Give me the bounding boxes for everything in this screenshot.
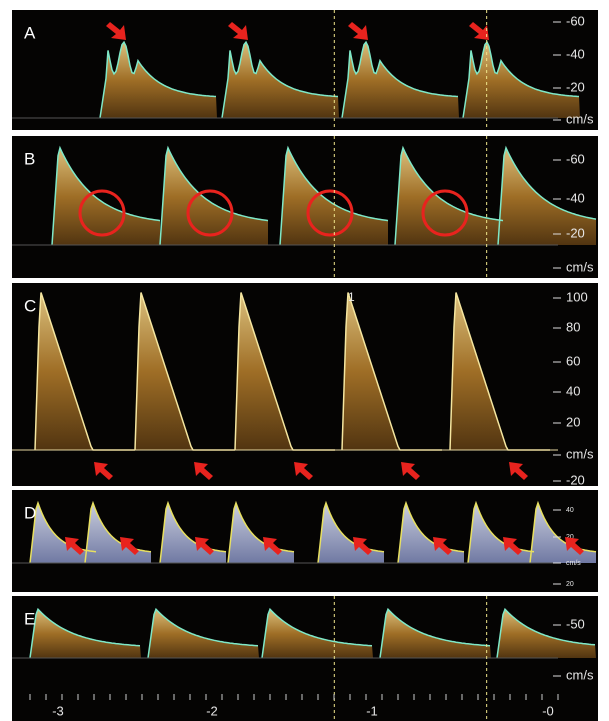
marker-label: 1 <box>348 290 355 304</box>
time-label: -0 <box>542 703 554 718</box>
scale-label: 40 <box>566 507 574 514</box>
scale-label: cm/s <box>566 667 594 682</box>
scale-label: 20 <box>566 581 574 588</box>
doppler-figure: A -60 -40 -20 cm/s B -60 -40 -20 cm/s C 100 80 60 40 20… <box>0 0 609 721</box>
scale-label: -20 <box>566 472 585 487</box>
scale-label: -60 <box>566 151 585 166</box>
time-label: -1 <box>366 703 378 718</box>
time-label: -2 <box>206 703 218 718</box>
scale-label: -20 <box>566 79 585 94</box>
scale-label: 60 <box>566 353 580 368</box>
scale-label: -40 <box>566 46 585 61</box>
panel-label: B <box>24 149 35 168</box>
scale-label: 40 <box>566 383 580 398</box>
time-label: -3 <box>52 703 64 718</box>
scale-label: cm/s <box>566 446 594 461</box>
panel: B -60 -40 -20 cm/s <box>12 136 598 278</box>
scale-label: cm/s <box>566 259 594 274</box>
panel-background <box>12 283 598 486</box>
panel: A -60 -40 -20 cm/s <box>12 10 598 130</box>
panel-label: A <box>24 23 36 42</box>
panel: C 100 80 60 40 20 cm/s -20 1 <box>12 283 598 487</box>
scale-label: 100 <box>566 289 588 304</box>
scale-label: cm/s <box>566 111 594 126</box>
panel-label: E <box>24 609 35 628</box>
panel: E -50 cm/s -3 -2 -1 -0 <box>12 596 598 721</box>
panel-label: C <box>24 296 36 315</box>
scale-label: -60 <box>566 13 585 28</box>
scale-label: -50 <box>566 616 585 631</box>
scale-label: -20 <box>566 225 585 240</box>
panel-label: D <box>24 503 36 522</box>
scale-label: 80 <box>566 319 580 334</box>
scale-label: 20 <box>566 414 580 429</box>
scale-label: cm/s <box>566 560 581 567</box>
scale-label: -40 <box>566 190 585 205</box>
